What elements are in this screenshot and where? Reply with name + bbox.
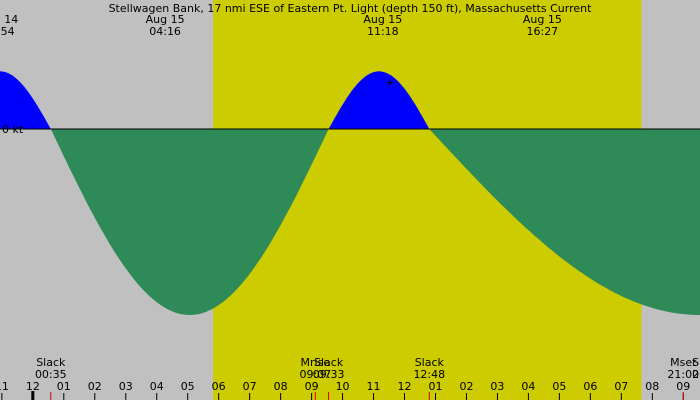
hour-tick-label: 09 (305, 380, 319, 393)
hour-tick-label: 02 (88, 380, 102, 393)
peak-date-label: Aug 15 (146, 13, 185, 26)
event-time-label: 00:35 (35, 368, 67, 381)
event-label: S (692, 356, 699, 369)
current-curve (0, 71, 700, 315)
peak-marker (386, 79, 393, 86)
peak-time-label: 16:27 (526, 25, 558, 38)
event-labels: Slack00:35Mrise09:07Slack09:33Slack12:48… (35, 356, 699, 381)
hour-tick-label: 06 (583, 380, 597, 393)
peak-time-label: 11:18 (367, 25, 399, 38)
zero-knot-label: 0 kt (2, 123, 24, 136)
hour-tick-label: 11 (367, 380, 381, 393)
hour-tick-label: 11 (0, 380, 9, 393)
event-time-label: 09:33 (313, 368, 345, 381)
flood-lobe (328, 71, 430, 129)
midnight-marker (31, 391, 35, 400)
hour-tick-label: 06 (212, 380, 226, 393)
peak-time-label: 22:54 (0, 25, 15, 38)
hour-tick-label: 01 (428, 380, 442, 393)
hour-axis: 11 12 01 02 03 04 05 06 07 08 09 10 11 12 01 02 03 04 05 06… (0, 380, 690, 400)
hour-tick-label: 08 (274, 380, 288, 393)
peak-time-label: 04:16 (149, 25, 181, 38)
peak-date-label: Aug 15 (523, 13, 562, 26)
hour-tick-label: 04 (521, 380, 535, 393)
event-label: Slack (36, 356, 66, 369)
peak-date-label: Aug 15 (363, 13, 402, 26)
peak-date-label: Aug 14 (0, 13, 18, 26)
event-time-label: 21:00 (667, 368, 699, 381)
hour-tick-label: 12 (26, 380, 40, 393)
hour-tick-label: 03 (490, 380, 504, 393)
flood-lobe (0, 71, 51, 129)
ebb-lobe (50, 129, 329, 315)
hour-tick-label: 08 (645, 380, 659, 393)
event-label: Slack (314, 356, 344, 369)
hour-tick-label: 04 (150, 380, 164, 393)
ebb-lobe (429, 129, 700, 315)
hour-tick-label: 05 (552, 380, 566, 393)
event-label: Slack (415, 356, 445, 369)
event-time-label: 09:07 (299, 368, 331, 381)
event-time-label: 12:48 (413, 368, 445, 381)
event-label: Mrise (301, 356, 331, 369)
hour-tick-label: 05 (181, 380, 195, 393)
chart-title: Stellwagen Bank, 17 nmi ESE of Eastern P… (109, 2, 593, 15)
hour-tick-label: 09 (676, 380, 690, 393)
hour-tick-label: 07 (243, 380, 257, 393)
hour-tick-label: 10 (336, 380, 350, 393)
hour-tick-label: 07 (614, 380, 628, 393)
event-time-label: 2 (692, 368, 699, 381)
hour-tick-label: 02 (459, 380, 473, 393)
event-label: Mset (670, 356, 697, 369)
hour-tick-label: 03 (119, 380, 133, 393)
hour-tick-label: 01 (57, 380, 71, 393)
hour-tick-label: 12 (398, 380, 412, 393)
